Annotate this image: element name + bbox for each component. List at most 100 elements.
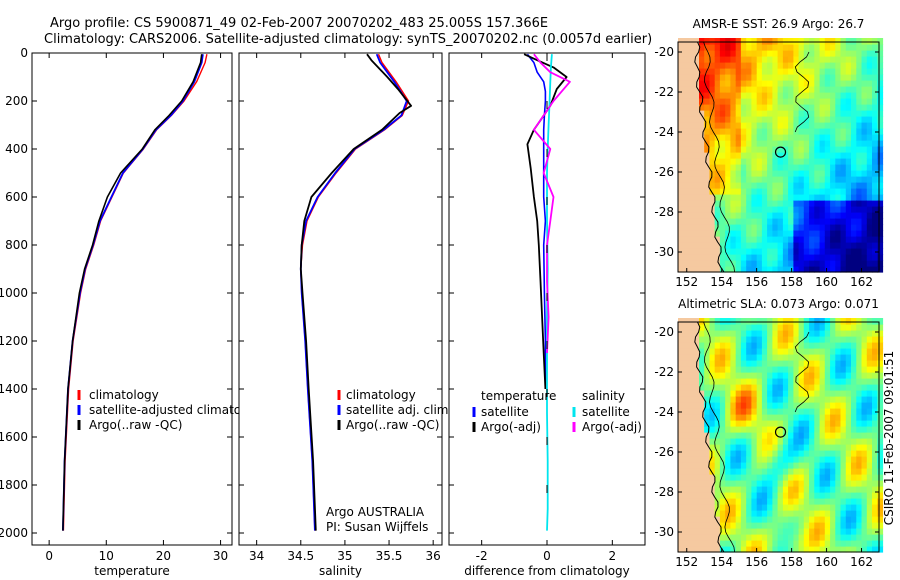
sst_map-cell xyxy=(704,38,710,45)
sst_map-cell xyxy=(830,134,836,141)
sla_map-cell xyxy=(725,432,731,439)
sla_map-cell xyxy=(761,546,768,553)
sst_map-cell xyxy=(761,86,768,93)
sla_map-cell xyxy=(761,486,768,493)
sla_map-cell xyxy=(709,336,716,343)
sla_map-cell xyxy=(840,510,847,517)
sst_map-cell xyxy=(830,266,836,273)
sla_map-cell xyxy=(725,348,731,355)
sla_map-cell xyxy=(756,432,763,439)
sst_map-cell xyxy=(688,50,695,57)
sla_map-cell xyxy=(688,516,695,523)
sla_map-cell xyxy=(835,426,842,433)
sst_map-cell xyxy=(835,200,842,207)
sst_map-cell xyxy=(840,56,847,63)
sla_map-cell xyxy=(714,354,721,361)
sst_map-cell xyxy=(683,50,689,57)
sst_map-cell xyxy=(709,146,716,153)
sla_map-cell xyxy=(866,450,873,457)
sst_map-cell xyxy=(709,224,716,231)
sla_map-cell xyxy=(725,408,731,415)
sla_map-cell xyxy=(751,522,758,529)
sla_map-cell xyxy=(803,402,810,409)
sla_map-cell xyxy=(740,462,747,469)
sla_map-cell xyxy=(866,498,873,505)
sst_map-cell xyxy=(688,158,695,165)
sst_map-cell xyxy=(719,50,726,57)
sla_map-cell xyxy=(740,540,747,547)
sla_map-cell xyxy=(683,450,689,457)
sst_map-cell xyxy=(824,56,831,63)
sla_map-cell xyxy=(840,324,847,331)
sst_map-cell xyxy=(725,140,731,147)
sla_map-cell xyxy=(725,324,731,331)
sst_map-cell xyxy=(772,200,779,207)
sla_map-cell xyxy=(725,462,731,469)
sla_map-cell xyxy=(746,540,752,547)
sst_map-cell xyxy=(777,266,784,273)
sla_map-cell xyxy=(803,534,810,541)
sla_map-cell xyxy=(756,342,763,349)
sla_map-cell xyxy=(803,480,810,487)
sst_map-cell xyxy=(719,152,726,159)
sst_map-cell xyxy=(704,122,710,129)
sla_map-cell xyxy=(866,504,873,511)
sst_map-cell xyxy=(709,116,716,123)
sst_map-cell xyxy=(772,164,779,171)
sla_map-cell xyxy=(877,426,884,433)
sst_map-cell xyxy=(819,140,826,147)
sst_map-cell xyxy=(761,44,768,51)
sla_map-cell xyxy=(782,456,789,463)
sst_map-cell xyxy=(735,152,742,159)
sst_map-cell xyxy=(767,200,773,207)
sst_map-cell xyxy=(845,38,852,45)
sla_map-cell xyxy=(746,384,752,391)
sst_map-cell xyxy=(746,44,752,51)
sst_map-cell xyxy=(803,50,810,57)
sst_map-cell xyxy=(772,152,779,159)
sst_map-cell xyxy=(861,218,868,225)
sst_map-cell xyxy=(835,140,842,147)
sst_map-cell xyxy=(709,68,716,75)
sla_map-cell xyxy=(861,402,868,409)
sst_map-cell xyxy=(830,200,836,207)
sla_map-cell xyxy=(767,318,773,325)
sst_map-cell xyxy=(793,86,800,93)
sst_map-cell xyxy=(746,194,752,201)
sst_map-cell xyxy=(709,122,716,129)
sst_map-cell xyxy=(809,254,815,261)
sla_map-cell xyxy=(709,366,716,373)
sla_map-cell xyxy=(709,372,716,379)
sla_map-cell xyxy=(699,474,705,481)
sst_map-cell xyxy=(709,92,716,99)
sst_map-cell xyxy=(767,122,773,129)
sla_map-cell xyxy=(683,534,689,541)
sla_map-ytick-label: -20 xyxy=(654,325,674,339)
sst_map-cell xyxy=(814,194,821,201)
sla_map-cell xyxy=(735,354,742,361)
sla_map-cell xyxy=(798,408,805,415)
sla_map-cell xyxy=(704,516,710,523)
sla_map-cell xyxy=(777,330,784,337)
sst_map-cell xyxy=(809,128,815,135)
sla_map-cell xyxy=(824,546,831,553)
sla_map-cell xyxy=(683,348,689,355)
salinity-xtick-label: 34.5 xyxy=(287,549,314,563)
sla_map-cell xyxy=(746,318,752,325)
sst_map-cell xyxy=(767,68,773,75)
sla_map-cell xyxy=(877,498,884,505)
sla_map-cell xyxy=(714,432,721,439)
sst_map-cell xyxy=(730,56,737,63)
sst_map-cell xyxy=(835,260,842,267)
sla_map-cell xyxy=(761,528,768,535)
sst_map-cell xyxy=(730,140,737,147)
sst_map-cell xyxy=(835,248,842,255)
sla_map-cell xyxy=(872,330,878,337)
sla_map-cell xyxy=(809,468,815,475)
sla_map-cell xyxy=(693,378,700,385)
sst_map-cell xyxy=(730,260,737,267)
sst_map-cell xyxy=(814,158,821,165)
sla_map-cell xyxy=(740,486,747,493)
sst_map-cell xyxy=(699,260,705,267)
sst_map-cell xyxy=(840,128,847,135)
